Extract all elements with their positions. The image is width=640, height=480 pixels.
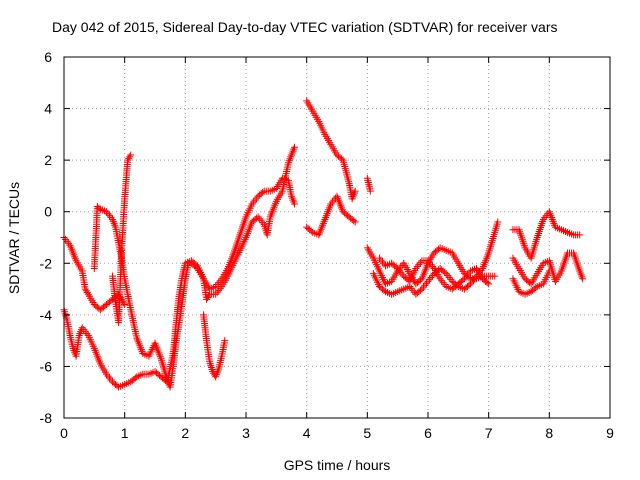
data-point xyxy=(121,301,129,309)
data-point xyxy=(253,194,261,202)
data-point xyxy=(447,275,455,283)
x-tick-label: 9 xyxy=(606,425,614,441)
data-point xyxy=(427,273,435,281)
data-point xyxy=(465,281,473,289)
y-tick-label: 6 xyxy=(44,49,52,65)
data-point xyxy=(213,288,221,296)
data-point xyxy=(422,279,430,287)
data-point xyxy=(421,281,429,289)
data-point xyxy=(221,337,229,345)
data-point xyxy=(81,328,89,336)
data-point xyxy=(126,153,134,161)
data-point xyxy=(259,188,267,196)
y-tick-label: 4 xyxy=(44,101,52,117)
data-point xyxy=(127,151,135,159)
data-point xyxy=(215,286,223,294)
data-point xyxy=(106,374,113,382)
data-point xyxy=(351,218,359,226)
x-tick-label: 8 xyxy=(545,425,553,441)
data-point xyxy=(350,217,358,225)
data-point xyxy=(95,204,103,212)
data-point xyxy=(131,374,139,382)
data-point xyxy=(251,196,259,204)
data-point xyxy=(485,280,493,288)
y-axis-title: SDTVAR / TECUs xyxy=(6,182,22,294)
data-point xyxy=(110,219,118,227)
plot-frame xyxy=(63,56,611,419)
x-tick-label: 6 xyxy=(424,425,432,441)
data-point xyxy=(63,237,71,245)
data-point xyxy=(426,275,434,283)
data-point xyxy=(407,284,415,292)
data-point xyxy=(83,289,91,297)
data-point xyxy=(416,259,424,267)
data-point xyxy=(62,235,70,243)
x-tick-label: 4 xyxy=(303,425,311,441)
y-tick-label: 2 xyxy=(44,152,52,168)
grid xyxy=(64,57,610,418)
x-tick-label: 5 xyxy=(363,425,371,441)
data-point xyxy=(441,268,449,276)
data-point xyxy=(351,187,359,195)
y-tick-label: 0 xyxy=(44,204,52,220)
axes: 0 1 2 3 4 5 6 7 8 9 -8 -6 -4 -2 0 2 4 6 xyxy=(40,49,615,441)
data-point xyxy=(415,261,423,269)
data-point xyxy=(291,200,299,208)
data-point xyxy=(392,263,400,271)
y-tick-label: -6 xyxy=(40,358,53,374)
data-point xyxy=(379,258,386,266)
y-tick-label: -2 xyxy=(40,255,53,271)
x-tick-label: 0 xyxy=(60,425,68,441)
data-point xyxy=(106,212,113,220)
x-tick-label: 7 xyxy=(485,425,493,441)
chart-title: Day 042 of 2015, Sidereal Day-to-day VTE… xyxy=(52,19,558,35)
data-point xyxy=(439,279,447,287)
data-point xyxy=(494,218,502,226)
x-tick-label: 3 xyxy=(242,425,250,441)
data-point xyxy=(483,279,491,287)
x-axis-title: GPS time / hours xyxy=(284,457,391,473)
data-point xyxy=(444,272,452,280)
y-tick-label: -8 xyxy=(40,410,53,426)
y-tick-label: -4 xyxy=(40,307,53,323)
data-point xyxy=(366,187,374,195)
data-point xyxy=(424,277,432,285)
data-point xyxy=(459,276,467,284)
data-point xyxy=(289,196,297,204)
x-tick-label: 2 xyxy=(181,425,189,441)
data-point xyxy=(410,288,418,296)
data-point xyxy=(398,270,406,278)
data-point xyxy=(205,292,213,300)
data-point xyxy=(256,215,264,223)
data-point xyxy=(253,214,261,222)
data-point xyxy=(107,376,115,384)
data-point xyxy=(380,286,388,294)
data-point xyxy=(576,231,584,239)
data-point xyxy=(545,267,553,275)
data-point xyxy=(416,286,424,294)
data-points xyxy=(60,97,587,391)
data-point xyxy=(307,227,315,235)
data-point xyxy=(291,143,299,151)
data-point xyxy=(445,273,453,281)
data-point xyxy=(579,275,587,283)
data-point xyxy=(532,284,540,292)
x-tick-label: 1 xyxy=(121,425,129,441)
data-point xyxy=(419,283,427,291)
data-point xyxy=(491,272,499,280)
